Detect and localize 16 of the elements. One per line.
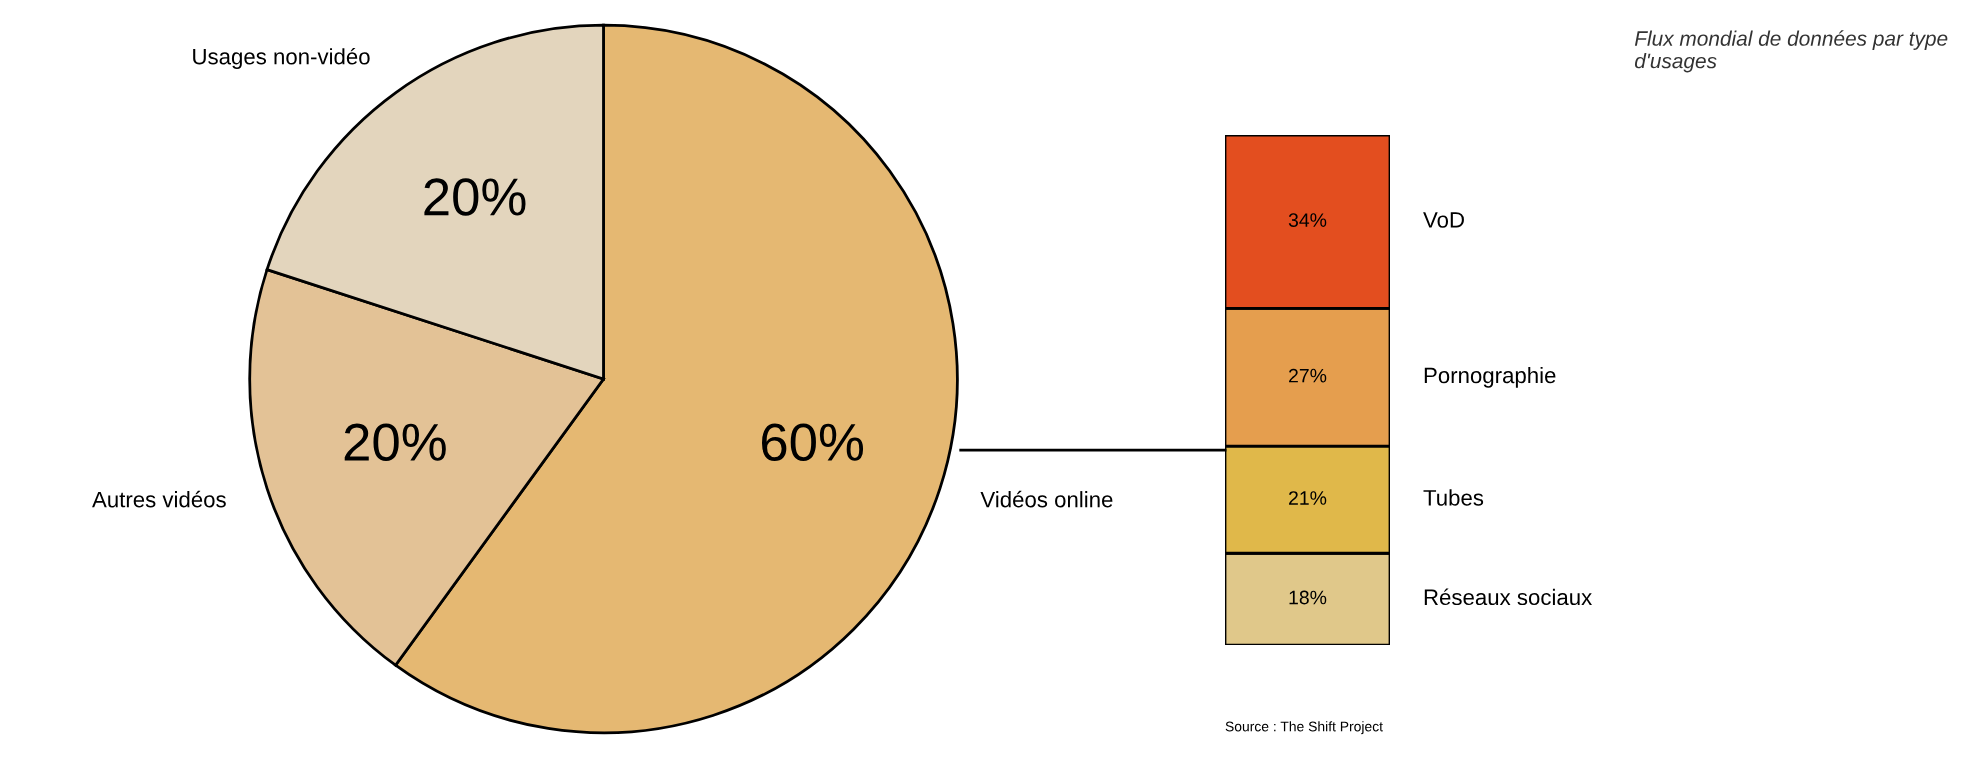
data-label: 18% xyxy=(1289,590,1327,605)
source-note: Source : The Shift Project xyxy=(1225,721,1383,735)
text: Flux mondial de données par type d'usages xyxy=(1634,30,1948,73)
series-label: Pornographie xyxy=(1424,366,1556,388)
data-label: 27% xyxy=(1289,368,1327,383)
slice-label: Autres vidéos xyxy=(92,490,226,508)
data-label: 34% xyxy=(1288,213,1327,227)
data-label: 20% xyxy=(424,178,526,216)
data-label: 21% xyxy=(1289,491,1327,505)
series-label: VoD xyxy=(1423,212,1464,228)
slice-label: Usages non-vidéo xyxy=(193,47,370,69)
data-label: 20% xyxy=(344,423,446,461)
series-label: Réseaux sociaux xyxy=(1424,588,1592,606)
data-label: 60% xyxy=(761,423,864,461)
series-label: Tubes xyxy=(1423,489,1484,506)
slice-label: Vidéos online xyxy=(980,490,1113,508)
